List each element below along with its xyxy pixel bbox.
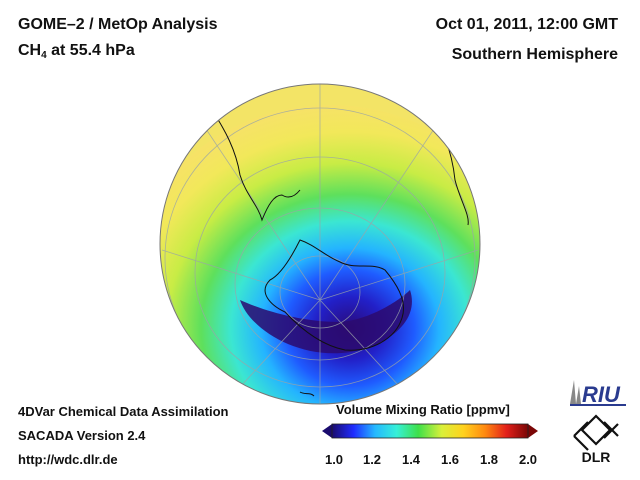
- version-label: SACADA Version 2.4: [18, 428, 146, 443]
- colorbar-tick: 1.2: [362, 452, 382, 467]
- colorbar-title: Volume Mixing Ratio [ppmv]: [336, 402, 510, 417]
- analysis-date: Oct 01, 2011, 12:00 GMT: [435, 16, 618, 33]
- riu-logo: RIU: [570, 380, 626, 407]
- colorbar-tick: 1.0: [324, 452, 344, 467]
- map-title: GOME–2 / MetOp Analysis: [18, 16, 218, 33]
- svg-text:RIU: RIU: [582, 382, 621, 407]
- globe-outline: [159, 83, 481, 405]
- coastlines: [211, 95, 469, 397]
- map-subtitle: CH4 at 55.4 hPa: [18, 42, 135, 61]
- colorbar-tick: 2.0: [518, 452, 538, 467]
- dlr-logo: DLR: [573, 414, 619, 465]
- colorbar-tick: 1.8: [479, 452, 499, 467]
- hemisphere-label: Southern Hemisphere: [451, 46, 618, 63]
- colorbar-low-arrow: [322, 424, 332, 438]
- colorbar-high-arrow: [528, 424, 538, 438]
- dlr-logo-text: DLR: [582, 449, 611, 465]
- method-label: 4DVar Chemical Data Assimilation: [18, 404, 229, 419]
- colorbar-tick: 1.6: [440, 452, 460, 467]
- pressure-level: at 55.4 hPa: [46, 42, 135, 59]
- website-link[interactable]: http://wdc.dlr.de: [18, 452, 118, 467]
- colorbar: [322, 423, 538, 439]
- colorbar-gradient: [332, 424, 528, 438]
- species-name: CH: [18, 42, 42, 59]
- species-subscript: 4: [41, 50, 47, 61]
- colorbar-tick: 1.4: [401, 452, 421, 467]
